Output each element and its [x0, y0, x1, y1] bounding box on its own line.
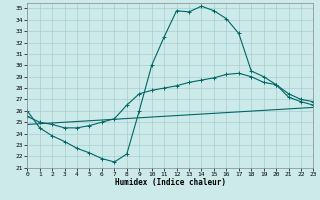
X-axis label: Humidex (Indice chaleur): Humidex (Indice chaleur)	[115, 178, 226, 187]
